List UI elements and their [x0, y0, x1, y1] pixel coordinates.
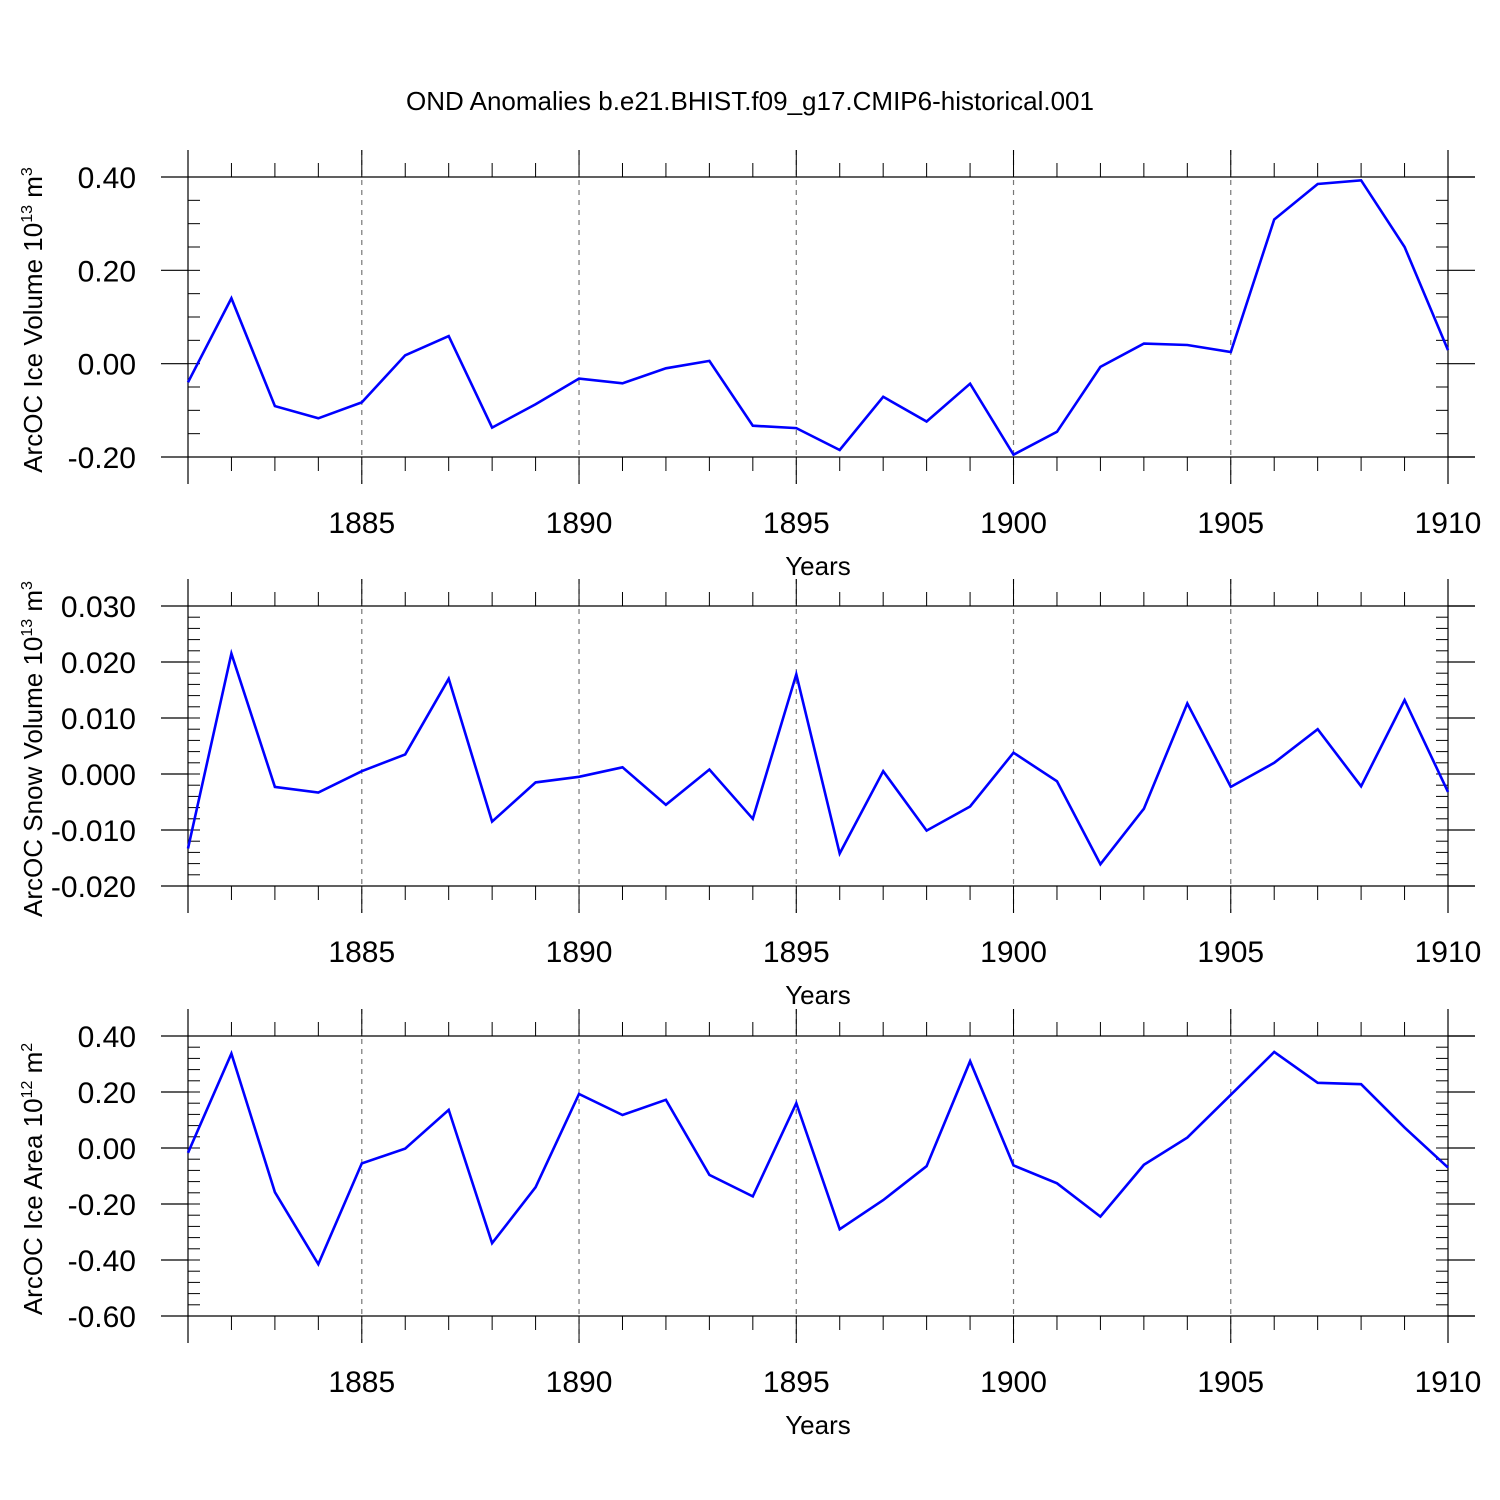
y-axis-label: ArcOC Ice Area 1012 m2	[18, 1043, 48, 1315]
y-axis-label-part: ArcOC Ice Volume 10	[18, 223, 48, 473]
y-axis-label: ArcOC Snow Volume 1013 m3	[18, 581, 48, 917]
y-tick-label: 0.40	[78, 1021, 136, 1054]
y-tick-label: 0.40	[78, 162, 136, 195]
x-tick-label: 1895	[763, 1366, 830, 1399]
x-tick-label: 1885	[328, 507, 395, 540]
y-tick-label: 0.00	[78, 1133, 136, 1166]
y-tick-label: 0.010	[61, 703, 136, 736]
panel-1: 0.40 0.20 0.00 -0.20 1885 1890 1895 1900 1905 191…	[18, 150, 1481, 581]
x-tick-label: 1890	[546, 1366, 613, 1399]
x-tick-label: 1890	[546, 936, 613, 969]
y-axis-label-part: m	[18, 176, 48, 205]
y-tick-label: 0.020	[61, 647, 136, 680]
y-tick-label: -0.020	[51, 871, 136, 904]
series-line	[186, 178, 1450, 457]
y-tick-label: -0.40	[68, 1245, 136, 1278]
y-tick-label: 0.00	[78, 349, 136, 382]
y-tick-label: 0.000	[61, 759, 136, 792]
y-axis-label-exponent: 12	[19, 1081, 36, 1099]
panel-3: 0.40 0.20 0.00 -0.20 -0.40 -0.60 1885 1890 1895 1…	[18, 1009, 1481, 1440]
x-axis-label: Years	[785, 980, 851, 1010]
y-tick-label: -0.20	[68, 1189, 136, 1222]
y-axis-label-exponent: 3	[19, 167, 36, 176]
x-tick-label: 1910	[1415, 1366, 1482, 1399]
x-tick-label: 1910	[1415, 936, 1482, 969]
series-line	[186, 648, 1450, 867]
y-tick-label: 0.20	[78, 255, 136, 288]
y-axis-label-part: m	[18, 1052, 48, 1081]
x-tick-label: 1885	[328, 936, 395, 969]
x-tick-label: 1900	[980, 507, 1047, 540]
x-tick-label: 1910	[1415, 507, 1482, 540]
x-tick-label: 1905	[1197, 936, 1264, 969]
y-tick-label: 0.030	[61, 591, 136, 624]
y-tick-label: -0.20	[68, 442, 136, 475]
y-tick-label: 0.20	[78, 1077, 136, 1110]
panels-group: 0.40 0.20 0.00 -0.20 1885 1890 1895 1900 1905 191…	[18, 150, 1481, 1440]
x-tick-label: 1905	[1197, 507, 1264, 540]
y-axis-label-exponent: 13	[19, 205, 36, 223]
series-line	[186, 1049, 1449, 1268]
x-tick-label: 1885	[328, 1366, 395, 1399]
y-tick-label: -0.010	[51, 815, 136, 848]
y-axis-label-exponent: 3	[19, 581, 36, 590]
x-axis-label: Years	[785, 551, 851, 581]
y-axis-label-part: ArcOC Ice Area 10	[18, 1098, 48, 1315]
x-tick-label: 1900	[980, 936, 1047, 969]
panel-2: 0.030 0.020 0.010 0.000 -0.010 -0.020 1885 1890…	[18, 579, 1481, 1010]
x-tick-label: 1890	[546, 507, 613, 540]
x-axis-label: Years	[785, 1410, 851, 1440]
x-tick-label: 1895	[763, 936, 830, 969]
y-axis-label-exponent: 2	[19, 1043, 36, 1052]
y-axis-label: ArcOC Ice Volume 1013 m3	[18, 167, 48, 473]
chart-title: OND Anomalies b.e21.BHIST.f09_g17.CMIP6-…	[406, 86, 1094, 116]
x-tick-label: 1895	[763, 507, 830, 540]
y-axis-label-exponent: 13	[19, 619, 36, 637]
y-tick-label: -0.60	[68, 1301, 136, 1334]
x-tick-label: 1905	[1197, 1366, 1264, 1399]
x-tick-label: 1900	[980, 1366, 1047, 1399]
y-axis-label-part: ArcOC Snow Volume 10	[18, 637, 48, 917]
y-axis-label-part: m	[18, 590, 48, 619]
